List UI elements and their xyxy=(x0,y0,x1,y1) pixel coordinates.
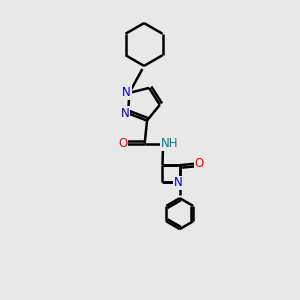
Text: N: N xyxy=(122,86,131,99)
Text: NH: NH xyxy=(161,137,178,150)
Text: N: N xyxy=(121,107,130,120)
Text: N: N xyxy=(174,176,183,190)
Text: O: O xyxy=(195,157,204,169)
Text: O: O xyxy=(118,137,127,150)
